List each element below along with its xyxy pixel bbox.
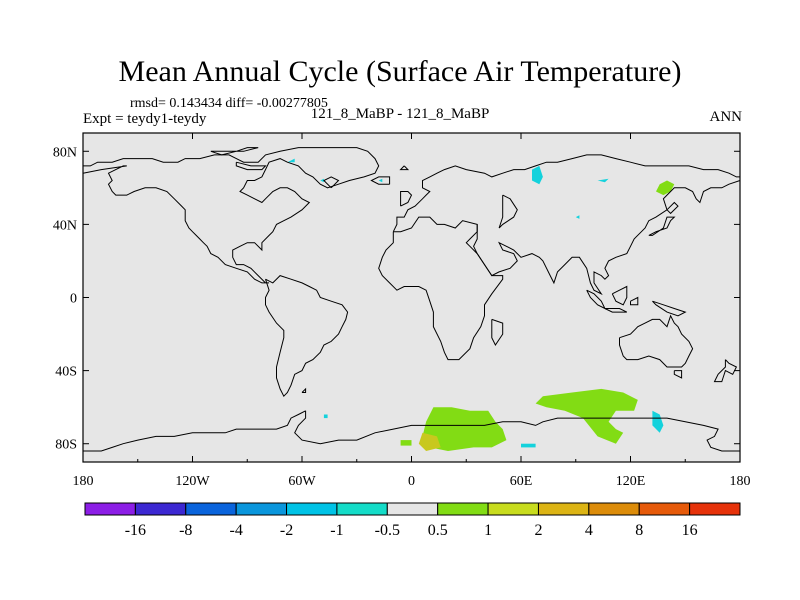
y-tick-label: 40S: [55, 365, 77, 380]
case-label: 121_8_MaBP - 121_8_MaBP: [310, 106, 490, 122]
x-tick-label: 120W: [175, 474, 210, 489]
region-negative: [323, 414, 328, 419]
x-tick-label: 180: [730, 474, 751, 489]
colorbar-label: -8: [179, 522, 192, 539]
coastline: [294, 410, 740, 452]
region-positive: [400, 440, 412, 446]
coastline: [370, 176, 391, 185]
coastline: [400, 191, 413, 207]
region-positive: [535, 388, 638, 444]
region-positive: [418, 432, 441, 451]
coastline: [491, 318, 504, 346]
region-negative: [575, 215, 580, 219]
coastline: [82, 147, 380, 284]
coastline: [619, 314, 694, 368]
coastline: [392, 154, 740, 232]
coastline: [652, 300, 687, 317]
colorbar-label: 1: [484, 522, 492, 539]
colorbar-label: -4: [229, 522, 242, 539]
coastline: [301, 387, 307, 393]
coastline: [265, 275, 349, 398]
coastline: [630, 296, 639, 306]
colorbar-label: 4: [585, 522, 593, 539]
x-tick-label: 0: [408, 474, 415, 489]
colorbar-label: -1: [330, 522, 343, 539]
colorbar-swatch: [286, 502, 338, 516]
region-negative: [521, 443, 536, 448]
colorbar-swatch: [588, 502, 640, 516]
colorbar-label: -16: [125, 522, 146, 539]
coastline: [648, 216, 676, 236]
y-axis: 80N 40N 0 40S 80S: [53, 145, 740, 453]
coastline: [673, 370, 683, 379]
coastline: [604, 308, 628, 313]
region-negative: [532, 165, 543, 185]
coastline: [473, 180, 741, 296]
chart-title: Mean Annual Cycle (Surface Air Temperatu…: [118, 55, 682, 88]
coastline: [666, 201, 679, 215]
coastline: [83, 410, 306, 452]
season-label: ANN: [709, 109, 743, 125]
x-axis: 180 120W 60W 0 60E 120E 180: [73, 133, 751, 489]
colorbar-label: 8: [635, 522, 643, 539]
region-positive: [656, 180, 675, 196]
colorbar-swatch: [638, 502, 691, 516]
region-negative: [320, 178, 324, 183]
x-tick-label: 60W: [288, 474, 316, 489]
coastlines: [82, 147, 741, 452]
colorbar-label: 2: [534, 522, 542, 539]
colorbar-label: 16: [682, 522, 698, 539]
coastline: [498, 194, 518, 229]
colorbar-label: 0.5: [428, 522, 448, 539]
colorbar-swatch: [185, 502, 237, 516]
colorbar-swatch: [336, 502, 388, 516]
colorbar-swatch: [235, 502, 288, 516]
coastline: [378, 216, 504, 361]
x-tick-label: 180: [73, 474, 94, 489]
experiment-label: Expt = teydy1-teydy: [83, 111, 207, 127]
colorbar-label: -0.5: [375, 522, 400, 539]
region-negative: [652, 410, 664, 433]
region-negative: [287, 158, 295, 163]
x-tick-label: 120E: [616, 474, 646, 489]
map-background: [83, 133, 740, 462]
coastline: [235, 161, 267, 171]
coastline: [323, 176, 340, 189]
y-tick-label: 80S: [55, 438, 77, 453]
colorbar-swatch: [487, 502, 539, 516]
x-tick-label: 60E: [510, 474, 533, 489]
colorbar-label: -2: [280, 522, 293, 539]
colorbar-swatch: [134, 502, 187, 516]
rmsd-diff-stats: rmsd= 0.143434 diff= -0.00277805: [130, 96, 328, 111]
coastline: [210, 147, 259, 156]
y-tick-label: 0: [70, 292, 77, 307]
region-negative: [378, 178, 383, 183]
y-tick-label: 80N: [53, 145, 77, 160]
region-positive: [422, 407, 507, 451]
colorbar-swatch: [437, 502, 489, 516]
colorbar-swatch: [84, 502, 136, 516]
coastline: [713, 359, 738, 383]
colorbar-swatch: [689, 502, 741, 516]
coastline: [611, 285, 628, 306]
coastline: [399, 165, 410, 171]
colorbar-swatch: [537, 502, 590, 516]
region-negative: [597, 178, 609, 183]
difference-regions: [287, 158, 675, 451]
colorbar-swatch: [386, 502, 439, 516]
y-tick-label: 40N: [53, 218, 77, 233]
colorbar: -16 -8 -4 -2 -1 -0.5 0.5 1 2 4 8 16: [84, 502, 741, 539]
